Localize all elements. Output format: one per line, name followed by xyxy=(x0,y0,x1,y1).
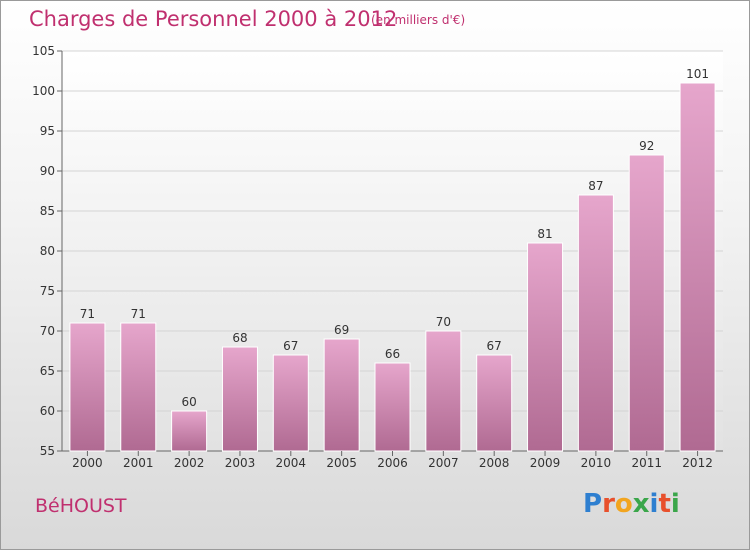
bar xyxy=(120,322,157,452)
y-tick-label: 75 xyxy=(40,284,55,298)
bar-value-label: 60 xyxy=(181,395,196,409)
chart-subtitle: (en milliers d'€) xyxy=(371,13,466,27)
bar-value-label: 67 xyxy=(283,339,298,353)
y-tick-label: 70 xyxy=(40,324,55,338)
bar xyxy=(69,322,106,452)
bar xyxy=(221,346,258,452)
bar xyxy=(374,362,411,452)
logo-letter: o xyxy=(614,489,633,519)
y-tick-label: 55 xyxy=(40,444,55,458)
bar xyxy=(628,154,665,452)
logo-letter: t xyxy=(658,489,671,519)
y-tick-label: 60 xyxy=(40,404,55,418)
y-tick-label: 105 xyxy=(32,44,55,58)
bar-value-label: 67 xyxy=(487,339,502,353)
x-tick-label: 2007 xyxy=(428,456,459,470)
proxiti-logo: Proxiti xyxy=(583,489,680,519)
x-tick-label: 2005 xyxy=(326,456,357,470)
logo-letter: x xyxy=(632,489,650,519)
bar-value-label: 71 xyxy=(131,307,146,321)
bar xyxy=(527,242,564,452)
bar xyxy=(323,338,360,452)
logo-letter: i xyxy=(670,489,680,519)
x-tick-label: 2008 xyxy=(479,456,510,470)
bar xyxy=(679,82,716,452)
bar-value-label: 101 xyxy=(686,67,709,81)
x-tick-label: 2002 xyxy=(174,456,205,470)
y-tick-label: 80 xyxy=(40,244,55,258)
bar xyxy=(476,354,513,452)
bar xyxy=(272,354,309,452)
bar-value-label: 69 xyxy=(334,323,349,337)
logo-letter: P xyxy=(583,489,603,519)
bar xyxy=(425,330,462,452)
x-tick-label: 2011 xyxy=(631,456,662,470)
x-tick-label: 2003 xyxy=(225,456,256,470)
bar xyxy=(577,194,614,452)
y-tick-label: 100 xyxy=(32,84,55,98)
chart-title: Charges de Personnel 2000 à 2012 xyxy=(29,7,398,31)
x-tick-label: 2010 xyxy=(581,456,612,470)
y-tick-label: 95 xyxy=(40,124,55,138)
logo-letter: i xyxy=(649,489,659,519)
bar-value-label: 92 xyxy=(639,139,654,153)
x-tick-label: 2012 xyxy=(682,456,713,470)
x-tick-label: 2009 xyxy=(530,456,561,470)
bar-value-label: 70 xyxy=(436,315,451,329)
y-tick-label: 65 xyxy=(40,364,55,378)
bar-value-label: 81 xyxy=(537,227,552,241)
bar xyxy=(171,410,208,452)
x-tick-label: 2001 xyxy=(123,456,154,470)
logo-letter: r xyxy=(602,489,615,519)
x-tick-label: 2004 xyxy=(276,456,307,470)
bar-value-label: 66 xyxy=(385,347,400,361)
town-name: BéHOUST xyxy=(35,495,127,517)
bar-value-label: 71 xyxy=(80,307,95,321)
bar-value-label: 68 xyxy=(232,331,247,345)
bar-value-label: 87 xyxy=(588,179,603,193)
y-tick-label: 85 xyxy=(40,204,55,218)
x-tick-label: 2000 xyxy=(72,456,103,470)
y-tick-label: 90 xyxy=(40,164,55,178)
x-tick-label: 2006 xyxy=(377,456,408,470)
